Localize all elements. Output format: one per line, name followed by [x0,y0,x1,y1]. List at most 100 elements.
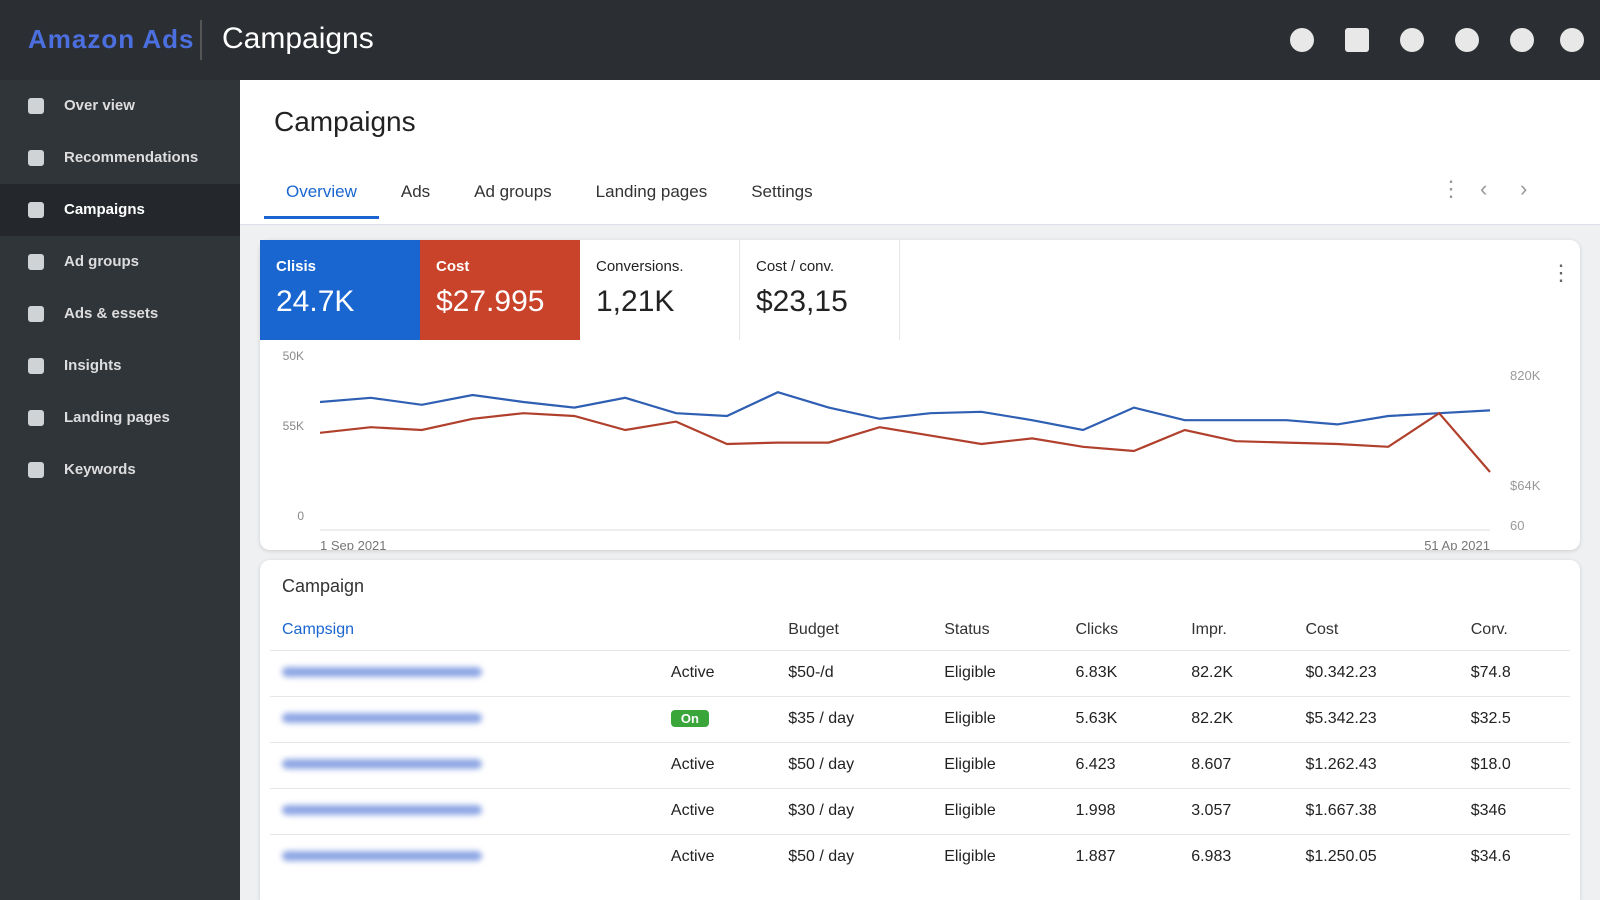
conv-cell: $34.6 [1470,848,1511,866]
metric-card[interactable]: Cost / conv. $23,15 [740,240,900,340]
metric-card[interactable]: Clisis 24.7K [260,240,420,340]
cell: $35 / day [776,695,933,742]
y2-axis-label: 60 [1510,518,1524,533]
nav-item[interactable]: Campaigns [0,184,240,236]
y-axis-label: 0 [297,509,304,523]
nav-item[interactable]: Keywords [0,444,240,496]
notifications-icon[interactable] [1510,28,1534,52]
account-icon[interactable] [1560,28,1584,52]
cell: $34.6 [1458,833,1570,880]
cell: Active [658,741,777,788]
metric-card[interactable]: Conversions. 1,21K [580,240,740,340]
budget-cell[interactable]: $35 / day [788,710,855,727]
nav-item[interactable]: Ad groups [0,236,240,288]
nav-item[interactable]: Ads & essets [0,288,240,340]
campaign-table-card: Campaign Campsign Budget Status Clicks Impr.… [260,560,1580,900]
cell: 82.2K [1179,649,1294,696]
column-header[interactable]: Status [944,620,990,638]
cell: $50 / day [776,833,933,880]
search-icon[interactable] [1290,28,1314,52]
cell [270,649,659,696]
header: Campaigns Overview Ads Ad groups Landing pa… [240,80,1600,225]
conv-cell: $18.0 [1470,756,1511,773]
cost-cell: $1.250.05 [1305,848,1377,866]
active-cell[interactable]: Active [670,802,715,819]
column-header[interactable]: Clicks [1075,620,1119,638]
next-button[interactable]: › [1520,176,1528,201]
cell: 5.63K [1063,695,1180,742]
cell: $1.250.05 [1293,833,1459,880]
cell: 1.998 [1063,787,1180,834]
active-cell[interactable]: Active [670,848,715,866]
series-line [319,391,1491,432]
table-title: Campaign [282,576,365,596]
column-header[interactable]: Cost [1305,620,1339,638]
active-cell[interactable]: Active [670,756,715,773]
chart-menu[interactable]: ⋮ [1550,260,1572,285]
metric-value: $23,15 [756,285,848,318]
column-header[interactable]: Campsign [282,620,355,638]
tab[interactable]: Ad groups [474,182,552,201]
column-header[interactable]: Impr. [1191,620,1227,638]
tab[interactable]: Settings [751,182,813,201]
series-line [319,411,1491,473]
overview-card: 50K 55K 0 820K $64K 60 1 Sep 2021 51 Ap 2021 Cl… [260,240,1580,550]
sidebar: Over view Recommendations Campaigns Ad grou… [0,80,240,900]
clicks-cell: 5.63K [1075,710,1118,727]
cell: Active [658,649,777,696]
nav-item[interactable]: Recommendations [0,132,240,184]
column-header [659,610,776,650]
cell: 1.887 [1063,833,1180,880]
tab[interactable]: Overview [264,168,379,219]
active-cell[interactable]: On [670,710,709,727]
cell: 6.83K [1063,649,1180,696]
cell: Eligible [932,695,1064,742]
prev-button[interactable]: ‹ [1480,176,1488,201]
cost-cell: $5.342.23 [1305,710,1377,727]
y-axis-label: 55K [283,419,304,433]
nav-item[interactable]: Landing pages [0,392,240,444]
cost-cell: $1.667.38 [1305,802,1377,819]
budget-cell[interactable]: $50 / day [788,848,855,866]
header-row: Campsign Budget Status Clicks Impr. Cost Corv. [270,610,1570,650]
status-cell: Eligible [944,756,996,773]
nav-item[interactable]: Insights [0,340,240,392]
cell: $74.8 [1458,649,1570,696]
status-cell: Eligible [944,710,996,727]
column-header[interactable]: Corv. [1470,620,1508,638]
tools-icon[interactable] [1400,28,1424,52]
campaign-name-blurred [282,713,482,723]
table-row[interactable]: On $35 / day Eligible 5.63K 82.2K $5.342.23 $3… [270,695,1570,742]
cell: $32.5 [1458,695,1570,742]
tab[interactable]: Landing pages [595,182,708,201]
active-cell[interactable]: Active [670,664,715,681]
cell: Eligible [932,787,1064,834]
cell: Eligible [932,833,1064,880]
table-row[interactable]: Active $50 / day Eligible 1.887 6.983 $1.250.… [270,833,1570,880]
x-axis-label: 1 Sep 2021 [320,538,387,550]
cell: 8.607 [1179,741,1294,788]
clock-icon[interactable] [1455,28,1479,52]
budget-cell[interactable]: $30 / day [788,802,855,819]
table-body: Active $50-/d Eligible 6.83K 82.2K $0.342.23 $… [270,649,1570,880]
table-row[interactable]: Active $50-/d Eligible 6.83K 82.2K $0.342.23 $… [270,649,1570,696]
table-row[interactable]: Active $50 / day Eligible 6.423 8.607 $1.262.… [270,741,1570,788]
cell [270,787,659,834]
columns-icon[interactable] [1345,28,1369,52]
column-header[interactable]: Budget [788,620,839,638]
table-row[interactable]: Active $30 / day Eligible 1.998 3.057 $1.667.… [270,787,1570,834]
metric-card[interactable]: Cost $27.995 [420,240,580,340]
cell: $346 [1458,787,1570,834]
conv-cell: $346 [1470,802,1507,819]
more-button[interactable]: ⋮ [1440,176,1462,201]
cell: $1.667.38 [1293,787,1459,834]
budget-cell[interactable]: $50 / day [788,756,855,773]
status-cell: Eligible [944,802,996,819]
budget-cell[interactable]: $50-/d [788,664,834,681]
x-axis-label: 51 Ap 2021 [1424,538,1490,550]
tab[interactable]: Ads [400,182,431,201]
cell: On [658,695,777,742]
nav-item[interactable]: Over view [0,80,240,132]
brand[interactable]: Amazon Ads [28,24,195,54]
